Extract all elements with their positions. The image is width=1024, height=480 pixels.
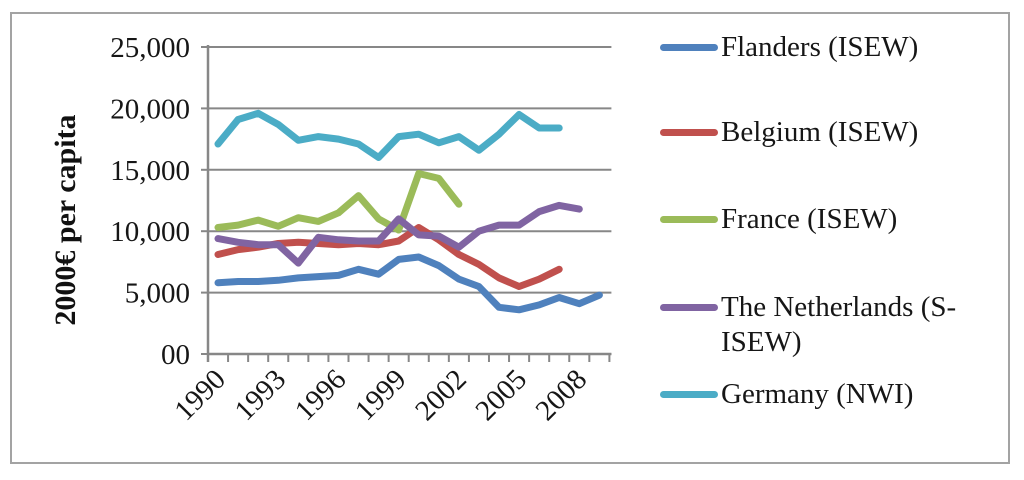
legend-item-germany: Germany (NWI)	[660, 377, 983, 412]
y-tick-label: 25,000	[110, 32, 190, 64]
legend: Flanders (ISEW) Belgium (ISEW) France (I…	[660, 0, 990, 480]
flanders-line-swatch	[660, 44, 718, 51]
x-tick-label: 1993	[229, 363, 293, 427]
legend-label: Germany (NWI)	[721, 378, 914, 410]
series-line-the-netherlands-s-isew	[214, 201, 583, 267]
legend-item-france: France (ISEW)	[660, 202, 983, 237]
x-tick-label: 2008	[530, 363, 594, 427]
netherlands-line-swatch	[660, 304, 718, 311]
legend-item-belgium: Belgium (ISEW)	[660, 115, 983, 150]
x-tick-label: 2005	[469, 363, 533, 427]
y-tick-label: 5,000	[125, 278, 190, 310]
y-axis-title: 2000€ per capita	[49, 114, 82, 326]
series-line-germany-nwi	[214, 109, 563, 161]
legend-label: Flanders (ISEW)	[721, 31, 919, 63]
legend-item-netherlands: The Netherlands (S-ISEW)	[660, 290, 983, 360]
x-tick-label: 2002	[409, 363, 473, 427]
y-tick-label: 10,000	[110, 216, 190, 248]
legend-label: The Netherlands (S-ISEW)	[721, 291, 957, 358]
germany-line-swatch	[660, 391, 718, 398]
legend-label: Belgium (ISEW)	[721, 116, 919, 148]
x-tick-label: 1996	[289, 363, 353, 427]
legend-label: France (ISEW)	[721, 203, 898, 235]
y-tick-label: 00	[161, 339, 190, 371]
x-tick-label: 1999	[349, 363, 413, 427]
france-line-swatch	[660, 216, 718, 223]
legend-item-flanders: Flanders (ISEW)	[660, 30, 983, 65]
series-line-flanders-isew	[214, 253, 603, 314]
y-tick-label: 15,000	[110, 155, 190, 187]
x-tick-label: 1990	[168, 363, 232, 427]
series-line-france-isew	[214, 170, 463, 234]
belgium-line-swatch	[660, 129, 718, 136]
y-tick-label: 20,000	[110, 93, 190, 125]
